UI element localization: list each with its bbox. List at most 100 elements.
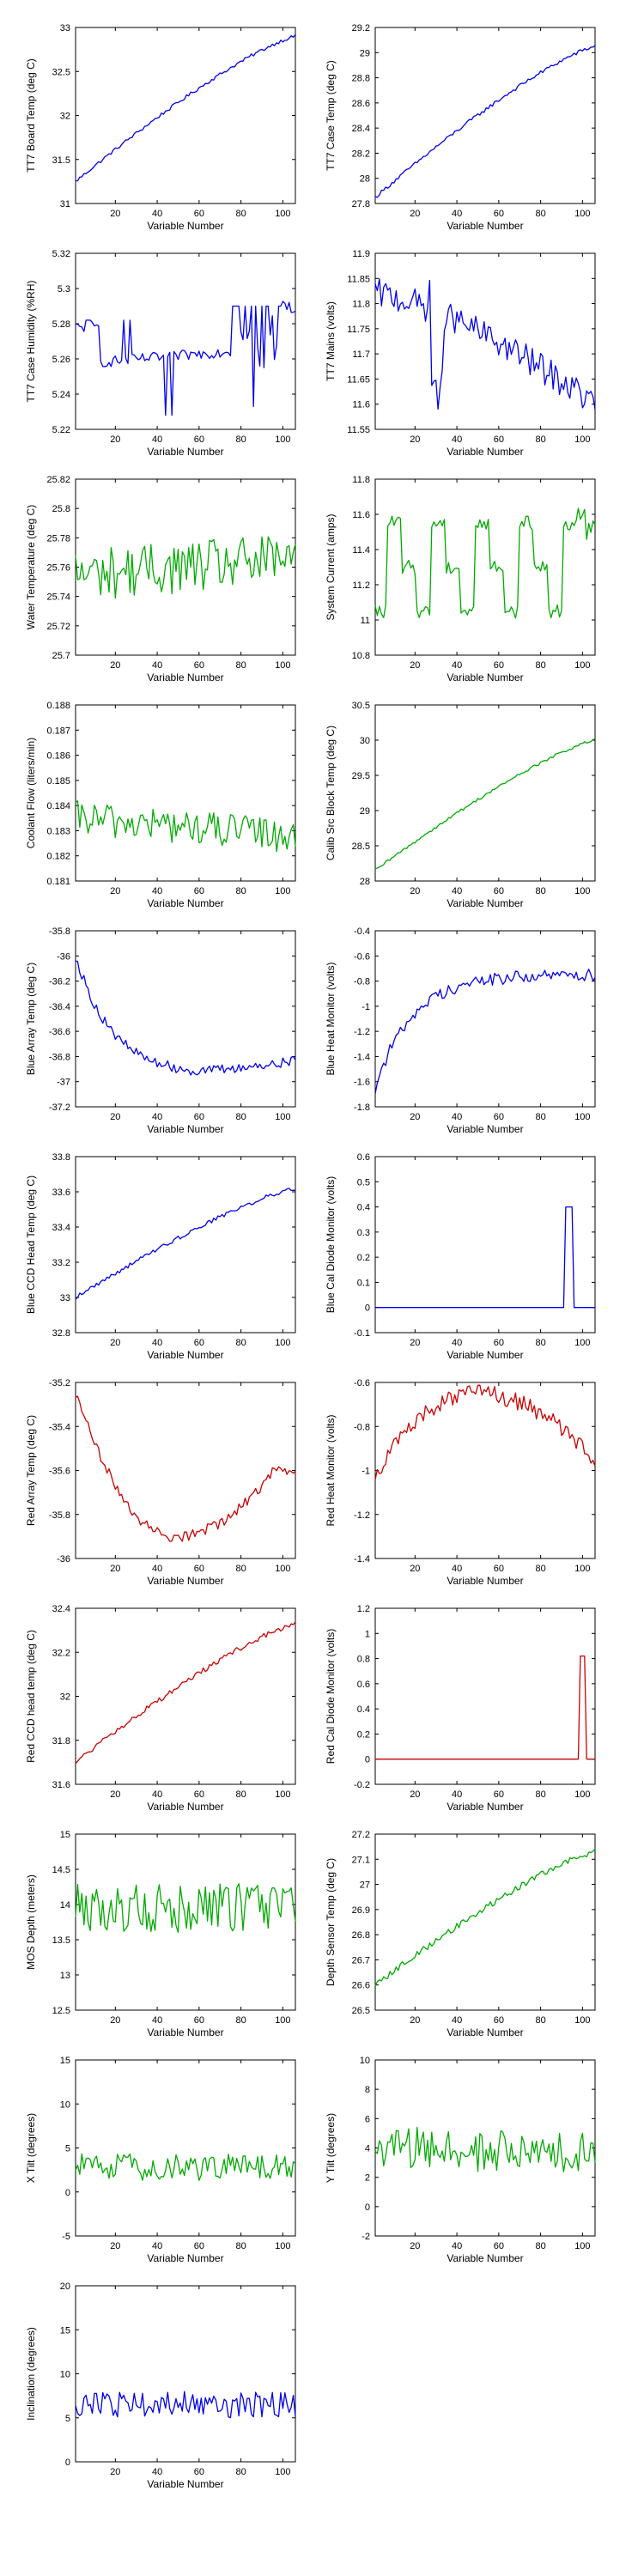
x-tick-label: 60	[494, 434, 504, 445]
x-tick-label: 80	[235, 2467, 246, 2477]
y-tick-label: 0.2	[357, 1253, 370, 1263]
y-axis-label: Blue Array Temp (deg C)	[25, 963, 37, 1075]
x-tick-label: 60	[494, 1338, 504, 1348]
series-line	[375, 1206, 595, 1309]
x-tick-label: 20	[110, 1338, 120, 1348]
y-tick-label: 0	[365, 1303, 370, 1314]
y-tick-label: -1.4	[354, 1052, 370, 1062]
plot-frame	[75, 1156, 296, 1334]
y-tick-label: 32.2	[52, 1648, 70, 1658]
y-axis-label: Red CCD head temp (deg C)	[25, 1630, 37, 1763]
x-tick-label: 60	[194, 2241, 204, 2251]
y-tick-label: -36.8	[49, 1052, 70, 1062]
series-line	[75, 1188, 296, 1300]
y-tick-label: 28	[360, 877, 370, 887]
y-tick-label: 15	[60, 1830, 70, 1840]
x-axis-label: Variable Number	[447, 220, 523, 232]
subplot-11: 32.8 33 33.2 33.4 33.6 33.8 20 40 60 80 100 Variabl…	[25, 1152, 296, 1361]
y-tick-label: 0.188	[46, 701, 70, 711]
x-tick-label: 80	[535, 1564, 545, 1574]
y-tick-label: 10	[60, 2370, 70, 2380]
x-tick-label: 100	[275, 660, 290, 671]
y-tick-label: 11.75	[347, 325, 370, 335]
x-tick-label: 40	[152, 1564, 162, 1574]
x-tick-label: 60	[194, 886, 204, 896]
y-tick-label: 8	[365, 2085, 370, 2095]
y-tick-label: 5	[65, 2414, 70, 2424]
y-tick-label: 0.1	[357, 1278, 370, 1288]
plot-frame	[374, 1833, 596, 2011]
subplot-5: 25.7 25.72 25.74 25.76 25.78 25.8 25.82 20 40 60 8…	[25, 475, 296, 683]
y-tick-label: 26.7	[352, 1955, 370, 1965]
y-tick-label: 1.2	[357, 1604, 370, 1614]
x-axis-label: Variable Number	[147, 1349, 223, 1361]
x-tick-label: 60	[194, 1564, 204, 1574]
y-tick-label: 11.8	[352, 475, 370, 485]
y-tick-label: -1.2	[354, 1027, 370, 1037]
y-tick-label: 0.3	[357, 1228, 370, 1238]
y-tick-label: 11.8	[352, 300, 370, 310]
y-tick-label: 26.9	[352, 1905, 370, 1916]
y-tick-label: 11.85	[347, 274, 370, 284]
x-tick-label: 40	[152, 2467, 162, 2477]
y-tick-label: 5.24	[52, 390, 70, 400]
x-tick-label: 20	[110, 2467, 120, 2477]
x-tick-label: 20	[410, 886, 420, 896]
subplot-19: -5 0 5 10 15 20 40 60 80 100 Variable Number X Tilt…	[25, 2056, 296, 2264]
y-tick-label: 0.183	[46, 826, 70, 836]
x-tick-label: 40	[152, 2015, 162, 2026]
subplot-3: 5.22 5.24 5.26 5.28 5.3 5.32 20 40 60 80 100 Variab…	[25, 249, 296, 458]
y-tick-label: 15	[60, 2325, 70, 2336]
y-tick-label: 0.4	[357, 1203, 370, 1213]
y-tick-label: 5	[65, 2144, 70, 2154]
series-line	[374, 278, 596, 410]
y-tick-label: 11.2	[352, 580, 370, 591]
plot-frame	[374, 930, 596, 1108]
x-tick-label: 40	[152, 209, 162, 219]
y-axis-label: Water Temperature (deg C)	[25, 505, 37, 629]
x-tick-label: 60	[494, 2241, 504, 2251]
y-tick-label: -37	[57, 1078, 70, 1088]
subplot-9: -37.2 -37 -36.8 -36.6 -36.4 -36.2 -36 -35.8 20 40…	[25, 927, 296, 1135]
x-tick-label: 100	[275, 2015, 290, 2026]
y-tick-label: 33.8	[52, 1152, 70, 1163]
y-axis-label: Depth Sensor Temp (deg C)	[325, 1858, 337, 1986]
y-tick-label: 31.6	[52, 1780, 70, 1790]
x-tick-label: 80	[535, 1338, 545, 1348]
x-tick-label: 40	[152, 434, 162, 445]
y-tick-label: 0	[365, 2202, 370, 2213]
plot-frame	[75, 1607, 296, 1785]
y-tick-label: 11.65	[347, 374, 370, 385]
y-tick-label: 11.9	[352, 249, 370, 259]
y-tick-label: 11	[361, 616, 370, 626]
x-tick-label: 40	[452, 2015, 462, 2026]
y-axis-label: Blue Heat Monitor (volts)	[325, 962, 337, 1075]
series-line	[75, 536, 296, 599]
x-axis-label: Variable Number	[447, 446, 523, 458]
y-tick-label: 28.6	[352, 99, 370, 109]
x-tick-label: 80	[535, 2241, 545, 2251]
x-tick-label: 20	[410, 2015, 420, 2026]
x-tick-label: 80	[235, 1338, 246, 1348]
x-tick-label: 60	[194, 209, 204, 219]
x-tick-label: 100	[574, 209, 590, 219]
x-axis-label: Variable Number	[147, 2252, 223, 2264]
x-tick-label: 40	[452, 1564, 462, 1574]
y-tick-label: 29	[360, 48, 370, 58]
x-tick-label: 20	[410, 1338, 420, 1348]
plot-frame	[75, 1382, 296, 1559]
y-tick-label: 5.3	[58, 284, 70, 295]
x-tick-label: 100	[275, 1789, 290, 1800]
x-tick-label: 80	[535, 886, 545, 896]
x-tick-label: 60	[194, 2015, 204, 2026]
y-axis-label: Coolant Flow (liters/min)	[25, 738, 37, 848]
x-tick-label: 60	[494, 1564, 504, 1574]
y-tick-label: 33.4	[52, 1223, 70, 1233]
x-tick-label: 40	[452, 2241, 462, 2251]
y-tick-label: -0.6	[354, 951, 370, 962]
x-tick-label: 100	[275, 1112, 290, 1122]
x-axis-label: Variable Number	[147, 1123, 223, 1135]
x-tick-label: 100	[574, 660, 590, 671]
y-tick-label: 0.187	[46, 726, 70, 736]
